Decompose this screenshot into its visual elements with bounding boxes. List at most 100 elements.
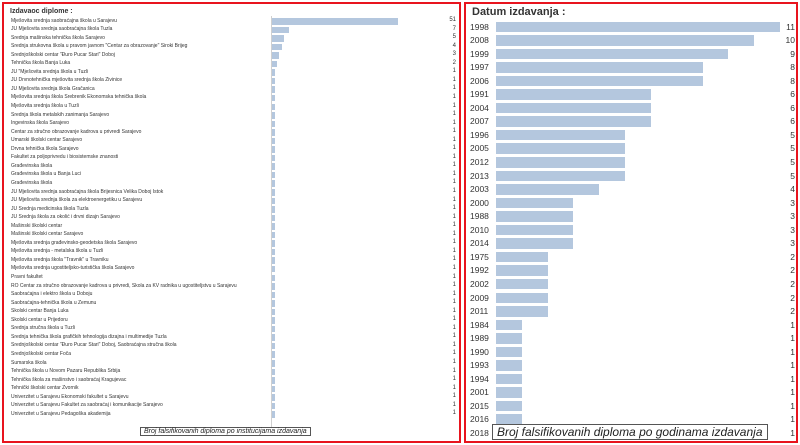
institution-bar xyxy=(272,385,275,393)
institution-label: Građevinska škola xyxy=(11,179,53,186)
year-value: 2 xyxy=(790,306,795,317)
institution-bar xyxy=(272,402,275,410)
year-bar xyxy=(496,387,522,398)
institution-value: 4 xyxy=(452,42,456,49)
year-label: 1991 xyxy=(470,89,489,100)
institution-label: Univerzitet u Sarajevu Pedagoška akademi… xyxy=(11,410,111,417)
institution-bar xyxy=(272,300,275,307)
institution-bar xyxy=(272,103,275,111)
institution-value: 7 xyxy=(452,25,456,32)
institution-value: 1 xyxy=(452,119,456,126)
institution-label: Šumarska škola xyxy=(11,359,47,366)
institution-label: JU Srednja medicinska škola Tuzla xyxy=(11,205,89,212)
year-value: 3 xyxy=(790,197,795,208)
institution-bar xyxy=(272,206,275,213)
institution-label: Srednja tehnička škola grafičkih tehnolo… xyxy=(11,333,167,340)
institution-value: 1 xyxy=(452,324,456,331)
year-value: 1 xyxy=(790,333,795,344)
year-label: 2014 xyxy=(470,238,489,249)
year-value: 1 xyxy=(790,373,795,384)
institution-bar xyxy=(272,394,275,401)
institution-value: 1 xyxy=(452,290,456,297)
institution-label: Srednjoškolski centar Foča xyxy=(11,350,72,357)
institution-value: 1 xyxy=(452,230,456,237)
institution-label: Školski centar Banja Luka xyxy=(11,308,69,315)
institution-label: Mašinski školski centar xyxy=(11,222,63,229)
institution-bar xyxy=(272,368,275,376)
institution-bar xyxy=(272,274,275,282)
institution-label: Mješovita srednja škola "Travnik" u Trav… xyxy=(11,256,109,263)
year-value: 5 xyxy=(790,170,795,181)
year-label: 1990 xyxy=(470,346,489,357)
year-label: 2008 xyxy=(470,35,489,46)
institution-label: JU Mješovita srednja škola Gračanica xyxy=(11,85,95,92)
institution-bar xyxy=(272,171,275,179)
year-bar xyxy=(496,306,548,317)
year-label: 2006 xyxy=(470,75,489,86)
institutions-caption: Broj falsifikovanih diploma po instituci… xyxy=(140,427,311,436)
institution-value: 1 xyxy=(452,188,456,194)
institution-bar xyxy=(272,52,280,59)
year-bar xyxy=(496,224,574,236)
institution-bar xyxy=(272,223,275,230)
institution-value: 1 xyxy=(452,205,456,212)
institutions-axis-line xyxy=(271,16,272,428)
year-label: 2016 xyxy=(470,414,489,425)
institution-bar xyxy=(272,129,275,136)
year-value: 9 xyxy=(790,48,795,59)
institution-label: RO Centar za stručno obrazovanje kadrova… xyxy=(11,282,237,289)
year-value: 5 xyxy=(790,129,795,140)
institution-bar xyxy=(272,334,275,341)
year-label: 2004 xyxy=(470,102,489,113)
year-label: 2018 xyxy=(470,428,489,438)
year-value: 5 xyxy=(790,143,795,154)
institution-value: 1 xyxy=(452,128,456,135)
institution-bar xyxy=(272,265,275,273)
year-bar xyxy=(496,143,626,154)
year-value: 1 xyxy=(790,387,795,398)
institution-value: 1 xyxy=(452,282,456,289)
institution-label: Umarski školski centar Sarajevo xyxy=(11,137,83,144)
institution-label: JU Drvnotehnička mješovita srednja škola… xyxy=(11,77,123,84)
institution-bar xyxy=(272,94,275,102)
institution-label: Mješovita srednja građevinsko-geodetska … xyxy=(11,239,138,246)
institution-label: JU "Mješovita srednja škola u Tuzli xyxy=(11,68,89,75)
year-bar xyxy=(496,319,522,331)
institution-bar xyxy=(272,377,275,384)
institution-bar xyxy=(272,18,398,25)
institution-label: Ingevinska škola Sarajevo xyxy=(11,120,70,127)
years-caption: Broj falsifikovanih diploma po godinama … xyxy=(492,424,768,440)
institutions-chart-title: Izdavaoc diplome : xyxy=(10,8,73,15)
year-value: 1 xyxy=(790,414,795,425)
institution-label: Srednjoškolski centar "Đuro Pucar Stari"… xyxy=(11,342,177,349)
institution-value: 51 xyxy=(449,17,456,23)
institution-bar xyxy=(272,283,275,290)
year-label: 1988 xyxy=(470,211,489,222)
institution-bar xyxy=(272,411,275,418)
institution-value: 1 xyxy=(452,341,456,348)
year-label: 1998 xyxy=(470,21,489,32)
year-bar xyxy=(496,251,548,263)
institution-label: JU Mješovita srednja škola za elektroene… xyxy=(11,197,143,204)
institution-bar xyxy=(272,325,275,333)
year-value: 2 xyxy=(790,265,795,276)
institution-label: Srednjoškolski centar "Đuro Pucar Stari"… xyxy=(11,51,115,58)
institution-label: JU Srednja škola za okolić i drvni dizaj… xyxy=(11,214,120,221)
year-bar xyxy=(496,75,703,87)
years-chart-panel: Datum izdavanja : 1998 11 2008 10 1999 9 1997 8… xyxy=(464,2,798,443)
institution-bar xyxy=(272,120,275,128)
institution-bar xyxy=(272,43,282,51)
institution-label: Saobraćajna-tehnička škola u Zemunu xyxy=(11,299,97,306)
institution-bar xyxy=(272,351,275,358)
institution-value: 1 xyxy=(452,196,456,203)
institution-value: 3 xyxy=(452,51,456,58)
year-value: 2 xyxy=(790,251,795,262)
institution-label: Univerzitet u Sarajevu Ekonomski fakulte… xyxy=(11,393,129,400)
institution-value: 1 xyxy=(452,384,456,391)
year-label: 2001 xyxy=(470,387,489,398)
year-label: 1989 xyxy=(470,333,489,344)
institution-value: 1 xyxy=(452,213,456,220)
institution-bar xyxy=(272,317,275,324)
institution-value: 1 xyxy=(452,393,456,400)
year-bar xyxy=(496,21,780,33)
